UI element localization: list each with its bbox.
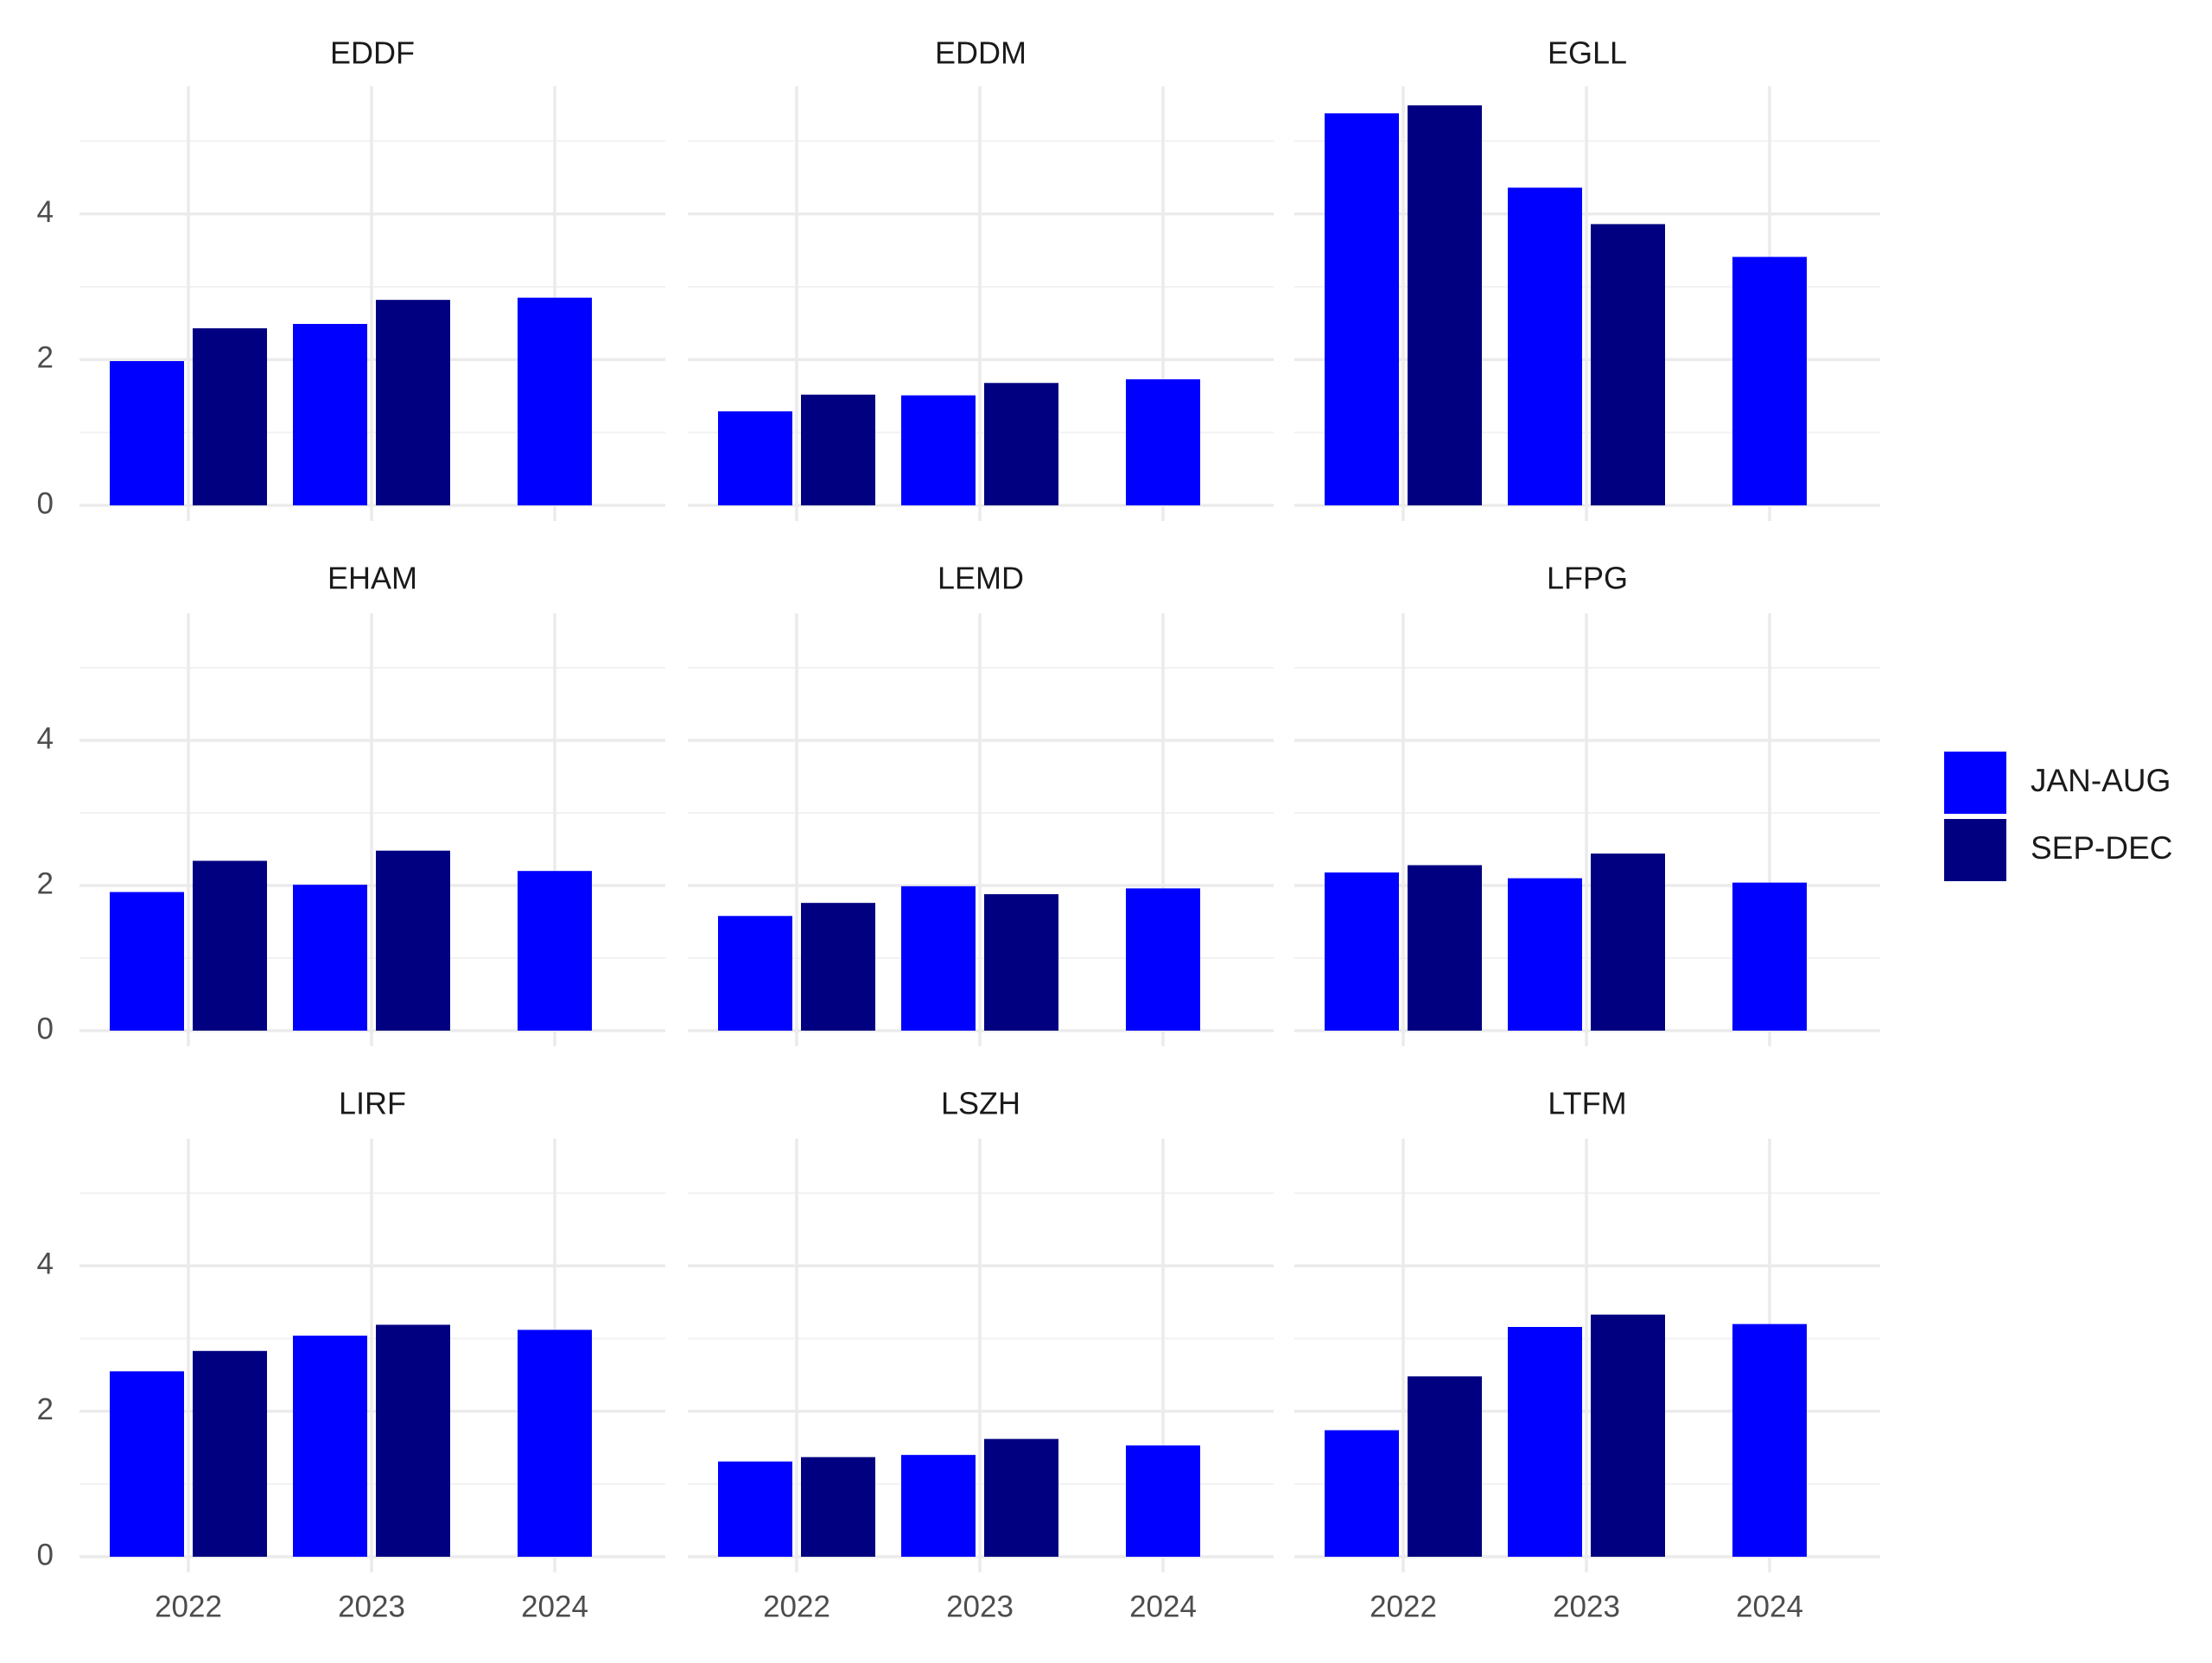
bar	[801, 903, 875, 1031]
bar	[801, 1457, 875, 1557]
bar	[193, 1350, 267, 1557]
x-tick-label: 2022	[155, 1590, 222, 1623]
bar	[718, 916, 792, 1031]
bar	[1591, 1314, 1665, 1557]
bar	[1732, 257, 1807, 505]
bar	[376, 1324, 450, 1557]
y-tick-label: 2	[37, 866, 54, 900]
bar	[984, 894, 1058, 1031]
x-tick-label: 2024	[1129, 1590, 1197, 1623]
bar	[518, 1330, 592, 1557]
panel-title: EDDF	[330, 35, 415, 71]
x-tick-label: 2022	[1370, 1590, 1437, 1623]
y-tick-label: 4	[37, 721, 54, 755]
y-tick-label: 0	[37, 1012, 54, 1045]
panel-title: EGLL	[1548, 35, 1627, 71]
bar	[1408, 1376, 1482, 1557]
y-tick-label: 4	[37, 1247, 54, 1281]
bar	[901, 395, 976, 505]
panel-title: LTFM	[1548, 1086, 1626, 1121]
bar	[110, 1371, 184, 1557]
bar	[1508, 187, 1582, 506]
bar	[1732, 882, 1807, 1031]
panel-title: EDDM	[935, 35, 1027, 71]
x-tick-label: 2024	[1736, 1590, 1803, 1623]
bar	[1325, 113, 1399, 506]
bar	[1126, 379, 1200, 505]
y-tick-label: 2	[37, 341, 54, 375]
bar	[110, 360, 184, 505]
x-tick-label: 2023	[338, 1590, 405, 1623]
bar	[1126, 888, 1200, 1031]
x-tick-label: 2022	[763, 1590, 830, 1623]
bar	[1591, 224, 1665, 505]
bar	[376, 300, 450, 505]
legend-swatch	[1944, 752, 2006, 814]
bar	[193, 328, 267, 505]
y-tick-label: 0	[37, 1538, 54, 1571]
bar	[293, 1336, 367, 1557]
x-tick-label: 2023	[1553, 1590, 1620, 1623]
legend-label: SEP-DEC	[2031, 830, 2172, 866]
legend-label: JAN-AUG	[2031, 763, 2171, 798]
bar	[376, 850, 450, 1031]
panel-title: LFPG	[1547, 561, 1628, 596]
bar	[901, 885, 976, 1031]
x-tick-label: 2023	[946, 1590, 1014, 1623]
bar	[1732, 1323, 1807, 1557]
bar	[1408, 865, 1482, 1031]
y-tick-label: 2	[37, 1393, 54, 1426]
bar	[1591, 854, 1665, 1031]
bar	[1408, 105, 1482, 506]
bar	[293, 885, 367, 1031]
panel-title: LSZH	[941, 1086, 1020, 1121]
bar	[801, 394, 875, 505]
y-tick-label: 4	[37, 195, 54, 229]
bar	[293, 323, 367, 505]
bar	[718, 1461, 792, 1557]
bar	[901, 1455, 976, 1557]
panel-title: LIRF	[339, 1086, 406, 1121]
bar	[718, 411, 792, 505]
legend-swatch	[1944, 819, 2006, 881]
panel-title: LEMD	[938, 561, 1024, 596]
bar	[984, 383, 1058, 505]
bar	[984, 1438, 1058, 1557]
bar	[1126, 1445, 1200, 1557]
bar	[518, 871, 592, 1031]
bar	[110, 892, 184, 1031]
bar	[193, 860, 267, 1031]
bar	[1508, 1327, 1582, 1557]
bar	[1325, 872, 1399, 1031]
x-tick-label: 2024	[521, 1590, 588, 1623]
bar	[1325, 1430, 1399, 1557]
panel-title: EHAM	[327, 561, 417, 596]
bar	[1508, 878, 1582, 1031]
bar	[518, 297, 592, 505]
y-tick-label: 0	[37, 486, 54, 520]
